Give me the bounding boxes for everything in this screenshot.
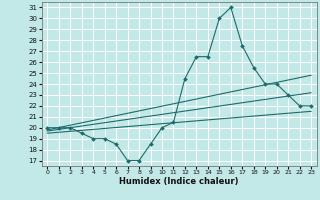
X-axis label: Humidex (Indice chaleur): Humidex (Indice chaleur) (119, 177, 239, 186)
